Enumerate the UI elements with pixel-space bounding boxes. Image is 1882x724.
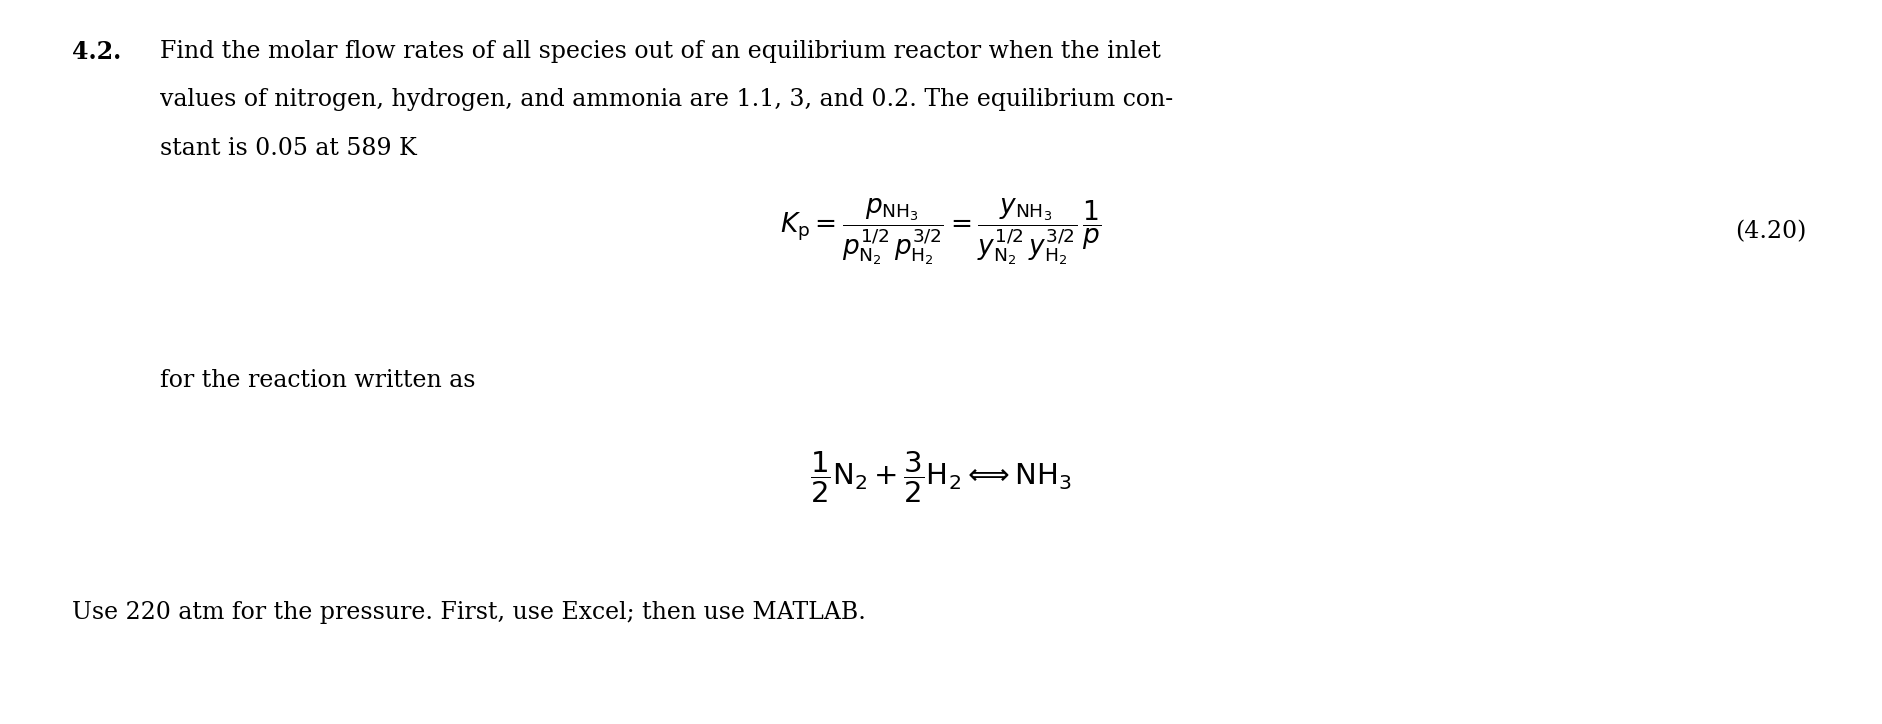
- Text: Find the molar flow rates of all species out of an equilibrium reactor when the : Find the molar flow rates of all species…: [160, 40, 1161, 63]
- Text: stant is 0.05 at 589 K: stant is 0.05 at 589 K: [160, 137, 416, 160]
- Text: Use 220 atm for the pressure. First, use Excel; then use MATLAB.: Use 220 atm for the pressure. First, use…: [72, 601, 866, 624]
- Text: values of nitrogen, hydrogen, and ammonia are 1.1, 3, and 0.2. The equilibrium c: values of nitrogen, hydrogen, and ammoni…: [160, 88, 1172, 111]
- Text: $K_{\mathrm{p}} = \dfrac{p_{\mathrm{NH_3}}}{p_{\mathrm{N_2}}^{1/2}\,p_{\mathrm{H: $K_{\mathrm{p}} = \dfrac{p_{\mathrm{NH_3…: [781, 196, 1101, 267]
- Text: (4.20): (4.20): [1735, 220, 1807, 243]
- Text: 4.2.: 4.2.: [72, 40, 120, 64]
- Text: $\dfrac{1}{2}\mathrm{N_2} + \dfrac{3}{2}\mathrm{H_2} \Longleftrightarrow \mathrm: $\dfrac{1}{2}\mathrm{N_2} + \dfrac{3}{2}…: [809, 450, 1073, 505]
- Text: for the reaction written as: for the reaction written as: [160, 369, 476, 392]
